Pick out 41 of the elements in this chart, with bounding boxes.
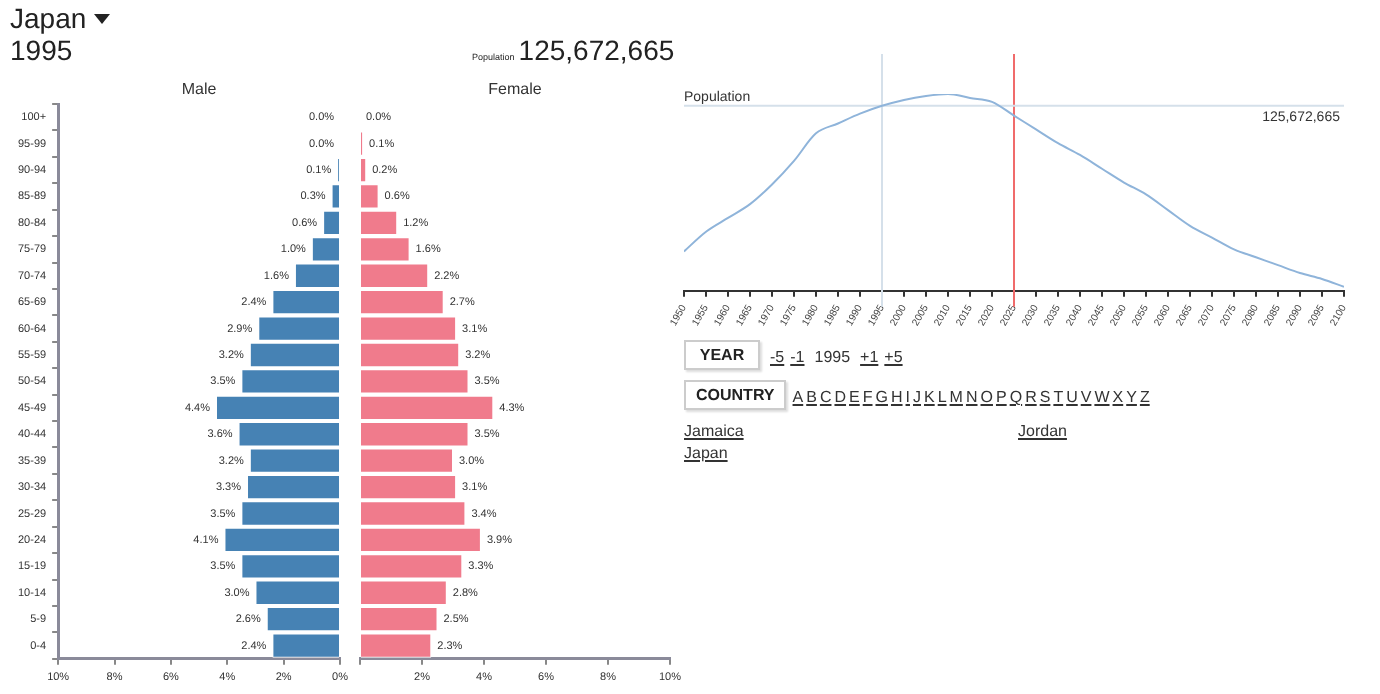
text: B bbox=[806, 388, 817, 406]
text: 1995 bbox=[814, 348, 851, 366]
text: Female bbox=[488, 80, 543, 99]
text: W bbox=[1094, 388, 1110, 406]
text: T bbox=[1053, 388, 1064, 406]
text: I bbox=[905, 388, 910, 406]
text: Y bbox=[1126, 388, 1137, 406]
text: N bbox=[965, 388, 978, 406]
text: YEAR bbox=[684, 339, 760, 369]
text: P bbox=[995, 388, 1007, 406]
text: M bbox=[949, 388, 963, 406]
text: 125,672,665 bbox=[518, 34, 675, 66]
text: H bbox=[890, 388, 903, 406]
text: E bbox=[849, 388, 860, 406]
chart-title: Japan bbox=[10, 2, 87, 34]
text: A bbox=[792, 388, 804, 406]
chart-subtitle: 1995 bbox=[10, 34, 73, 66]
text: +1 bbox=[860, 348, 879, 366]
text: Male bbox=[181, 80, 218, 99]
text: K bbox=[924, 388, 935, 406]
text: G bbox=[875, 388, 888, 406]
text: C bbox=[819, 388, 832, 406]
text: Jamaica bbox=[684, 422, 744, 440]
text: L bbox=[937, 388, 947, 406]
text: J bbox=[913, 388, 921, 406]
text: R bbox=[1025, 388, 1037, 406]
text: U bbox=[1066, 388, 1078, 406]
text: X bbox=[1112, 388, 1124, 406]
text: Q bbox=[1009, 388, 1023, 406]
text: COUNTRY bbox=[684, 379, 787, 409]
text: +5 bbox=[884, 348, 903, 366]
text: S bbox=[1039, 388, 1051, 406]
text: F bbox=[862, 388, 873, 406]
text: O bbox=[980, 388, 993, 406]
text: -1 bbox=[790, 348, 805, 366]
text: Jordan bbox=[1018, 422, 1067, 440]
text: -5 bbox=[770, 348, 785, 366]
text: Japan bbox=[684, 444, 728, 462]
text: Z bbox=[1139, 388, 1150, 406]
text: V bbox=[1080, 388, 1092, 406]
text: D bbox=[834, 388, 847, 406]
